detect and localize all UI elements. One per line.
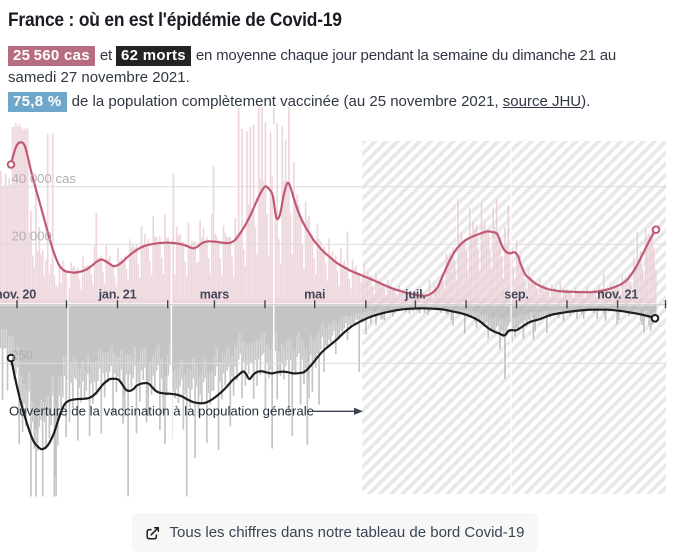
svg-text:sep.: sep. <box>504 288 528 302</box>
svg-text:mars: mars <box>200 288 230 302</box>
svg-text:nov. 20: nov. 20 <box>0 288 36 302</box>
svg-text:20 000: 20 000 <box>12 229 52 244</box>
svg-text:Ouverture de la vaccination à: Ouverture de la vaccination à la populat… <box>9 404 314 419</box>
svg-text:40 000 cas: 40 000 cas <box>12 171 77 186</box>
svg-text:nov. 21: nov. 21 <box>597 288 638 302</box>
svg-text:jan. 21: jan. 21 <box>98 288 137 302</box>
svg-text:mai: mai <box>304 288 325 302</box>
svg-text:juil.: juil. <box>404 288 426 302</box>
svg-text:250: 250 <box>11 348 33 363</box>
